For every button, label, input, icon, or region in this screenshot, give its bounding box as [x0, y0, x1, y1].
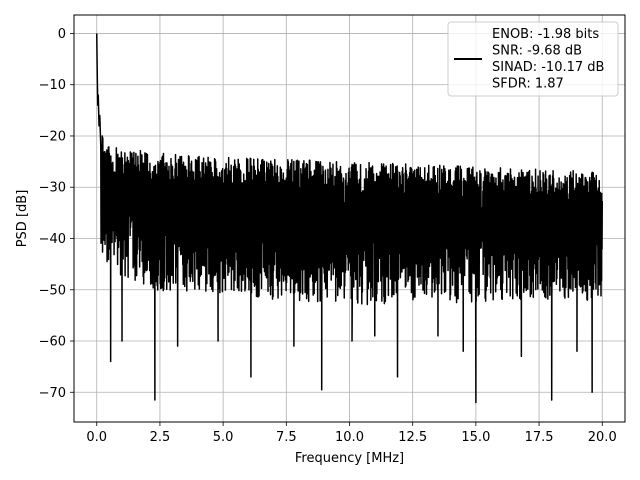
legend: ENOB: -1.98 bits SNR: -9.68 dB SINAD: -1…	[447, 21, 619, 97]
y-tick-label: 0	[58, 27, 66, 42]
legend-sinad: SINAD: -10.17 dB	[492, 60, 604, 75]
y-tick-label: −60	[39, 335, 66, 350]
y-tick-label: −20	[39, 129, 66, 144]
legend-snr: SNR: -9.68 dB	[492, 44, 582, 59]
x-axis-label: Frequency [MHz]	[295, 451, 404, 466]
legend-box	[447, 21, 619, 97]
x-tick-label: 12.5	[398, 430, 427, 445]
x-tick-label: 2.5	[150, 430, 171, 445]
y-axis-label: PSD [dB]	[15, 190, 30, 248]
x-tick-label: 7.5	[276, 430, 297, 445]
x-tick-label: 15.0	[461, 430, 490, 445]
plot-area	[96, 33, 603, 404]
legend-enob: ENOB: -1.98 bits	[492, 27, 599, 42]
x-tick-label: 5.0	[213, 430, 234, 445]
x-tick-label: 20.0	[588, 430, 617, 445]
y-tick-label: −10	[39, 78, 66, 93]
y-tick-label: −40	[39, 232, 66, 247]
y-tick-label: −70	[39, 386, 66, 401]
y-axis-ticks: 0 −10 −20 −30 −40 −50 −60 −70	[39, 27, 74, 401]
legend-sfdr: SFDR: 1.87	[492, 77, 564, 92]
psd-series-line	[96, 33, 603, 404]
y-tick-label: −30	[39, 181, 66, 196]
x-tick-label: 10.0	[335, 430, 364, 445]
y-tick-label: −50	[39, 283, 66, 298]
x-tick-label: 17.5	[525, 430, 554, 445]
x-axis-ticks: 0.0 2.5 5.0 7.5 10.0 12.5 15.0 17.5 20.0	[86, 422, 617, 445]
x-tick-label: 0.0	[86, 430, 107, 445]
